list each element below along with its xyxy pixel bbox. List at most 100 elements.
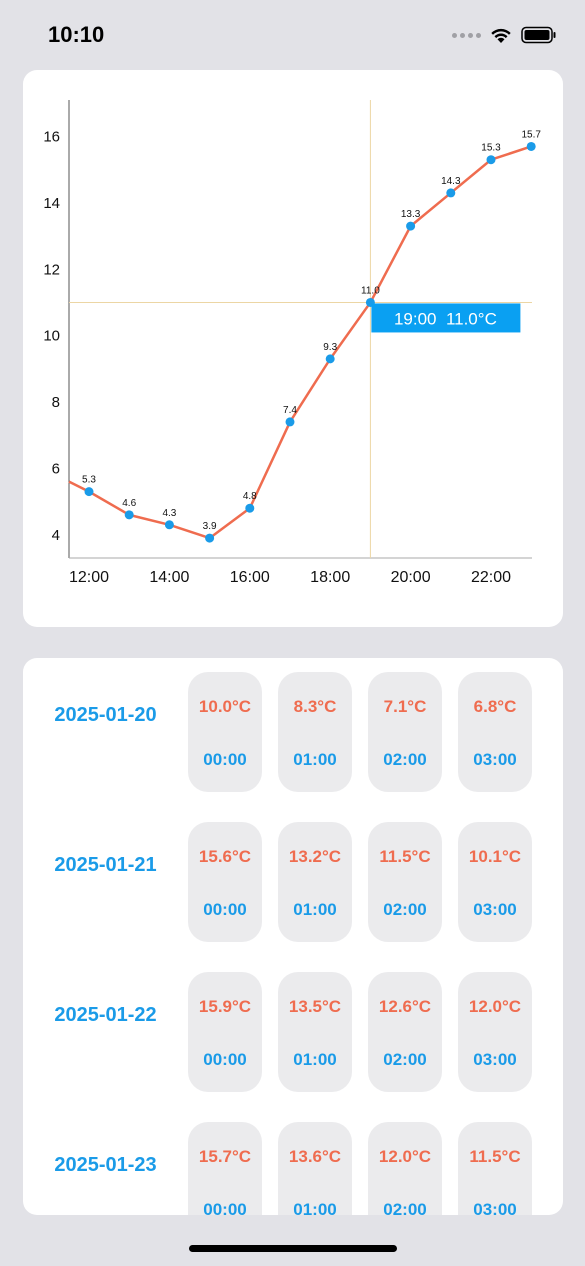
hour-time: 00:00: [188, 750, 262, 770]
forecast-day-row: 2025-01-21 15.6°C 00:00 13.2°C 01:00 11.5°C 02…: [23, 808, 563, 928]
hour-forecast-card[interactable]: 15.6°C 00:00: [188, 822, 262, 942]
crosshair-tooltip-label: 19:00 11.0°C: [394, 309, 497, 328]
status-time: 10:10: [48, 22, 104, 48]
home-indicator[interactable]: [189, 1245, 397, 1252]
battery-icon: [521, 26, 557, 44]
hour-temperature: 13.6°C: [278, 1147, 352, 1167]
y-tick-label: 10: [43, 328, 60, 345]
data-point[interactable]: [326, 354, 335, 363]
y-tick-label: 6: [52, 460, 60, 477]
hour-temperature: 12.6°C: [368, 997, 442, 1017]
hour-forecast-card[interactable]: 13.2°C 01:00: [278, 822, 352, 942]
data-point-label: 4.6: [122, 498, 136, 509]
status-bar: 10:10: [0, 0, 585, 70]
hour-temperature: 13.5°C: [278, 997, 352, 1017]
data-point-label: 15.3: [481, 143, 501, 154]
hour-temperature: 8.3°C: [278, 697, 352, 717]
hour-temperature: 10.0°C: [188, 697, 262, 717]
hour-temperature: 10.1°C: [458, 847, 532, 867]
forecast-day-row: 2025-01-22 15.9°C 00:00 13.5°C 01:00 12.6°C 02…: [23, 958, 563, 1078]
hour-time: 00:00: [188, 1050, 262, 1070]
hour-forecast-card[interactable]: 13.6°C 01:00: [278, 1122, 352, 1215]
data-point-label: 3.9: [203, 521, 217, 532]
hour-temperature: 11.5°C: [458, 1147, 532, 1167]
hour-forecast-card[interactable]: 10.0°C 00:00: [188, 672, 262, 792]
hour-temperature: 13.2°C: [278, 847, 352, 867]
hour-forecast-card[interactable]: 6.8°C 03:00: [458, 672, 532, 792]
temperature-line-chart[interactable]: 4 6 8 10 12 14 16 12:00 14:00 16:00 18:00 20:00 22:0…: [23, 70, 563, 627]
data-point[interactable]: [487, 155, 496, 164]
hour-temperature: 6.8°C: [458, 697, 532, 717]
hour-time: 01:00: [278, 750, 352, 770]
hour-temperature: 12.0°C: [368, 1147, 442, 1167]
hour-forecast-card[interactable]: 13.5°C 01:00: [278, 972, 352, 1092]
hour-forecast-card[interactable]: 8.3°C 01:00: [278, 672, 352, 792]
y-tick-label: 12: [43, 261, 60, 278]
data-point[interactable]: [286, 417, 295, 426]
hour-forecast-card[interactable]: 12.0°C 03:00: [458, 972, 532, 1092]
data-point[interactable]: [205, 534, 214, 543]
hour-time: 03:00: [458, 750, 532, 770]
hour-forecast-card[interactable]: 10.1°C 03:00: [458, 822, 532, 942]
forecast-day-row: 2025-01-23 15.7°C 00:00 13.6°C 01:00 12.0°C 02…: [23, 1108, 563, 1215]
x-tick-label: 18:00: [310, 569, 350, 586]
forecast-date: 2025-01-20: [23, 704, 188, 727]
x-tick-label: 22:00: [471, 569, 511, 586]
data-point-label: 13.3: [401, 209, 421, 220]
data-point[interactable]: [406, 222, 415, 231]
hour-temperature: 15.9°C: [188, 997, 262, 1017]
forecast-date: 2025-01-21: [23, 854, 188, 877]
hour-forecast-card[interactable]: 15.7°C 00:00: [188, 1122, 262, 1215]
forecast-list-card[interactable]: 2025-01-20 10.0°C 00:00 8.3°C 01:00 7.1°C 02:0…: [23, 658, 563, 1215]
x-tick-label: 20:00: [391, 569, 431, 586]
temperature-chart-card: 4 6 8 10 12 14 16 12:00 14:00 16:00 18:00 20:00 22:0…: [23, 70, 563, 627]
data-point[interactable]: [446, 188, 455, 197]
x-tick-label: 14:00: [149, 569, 189, 586]
hour-temperature: 11.5°C: [368, 847, 442, 867]
y-tick-label: 4: [52, 527, 60, 544]
y-tick-label: 8: [52, 394, 60, 411]
hour-time: 03:00: [458, 1050, 532, 1070]
data-point-label: 7.4: [283, 405, 297, 416]
hour-forecast-card[interactable]: 12.0°C 02:00: [368, 1122, 442, 1215]
temperature-series-line: [69, 146, 531, 538]
hour-temperature: 15.7°C: [188, 1147, 262, 1167]
forecast-day-row: 2025-01-20 10.0°C 00:00 8.3°C 01:00 7.1°C 02:0…: [23, 658, 563, 778]
hour-forecast-card[interactable]: 12.6°C 02:00: [368, 972, 442, 1092]
data-point[interactable]: [125, 510, 134, 519]
hour-time: 02:00: [368, 1200, 442, 1215]
data-point-label: 5.3: [82, 475, 96, 486]
data-point[interactable]: [85, 487, 94, 496]
y-tick-label: 14: [43, 195, 60, 212]
hour-temperature: 15.6°C: [188, 847, 262, 867]
data-point-label: 14.3: [441, 176, 461, 187]
data-point[interactable]: [245, 504, 254, 513]
hour-time: 02:00: [368, 750, 442, 770]
forecast-date: 2025-01-22: [23, 1004, 188, 1027]
x-tick-label: 12:00: [69, 569, 109, 586]
hour-time: 01:00: [278, 1200, 352, 1215]
data-point-label: 4.8: [243, 491, 257, 502]
hour-forecast-card[interactable]: 15.9°C 00:00: [188, 972, 262, 1092]
hour-time: 00:00: [188, 900, 262, 920]
data-point-label: 11.0: [361, 285, 380, 296]
hour-time: 01:00: [278, 900, 352, 920]
forecast-date: 2025-01-23: [23, 1154, 188, 1177]
hour-time: 02:00: [368, 1050, 442, 1070]
hour-temperature: 12.0°C: [458, 997, 532, 1017]
hour-forecast-card[interactable]: 11.5°C 03:00: [458, 1122, 532, 1215]
signal-dots-icon: [452, 33, 481, 38]
hour-time: 00:00: [188, 1200, 262, 1215]
data-point[interactable]: [527, 142, 536, 151]
y-tick-label: 16: [43, 129, 60, 146]
hour-time: 01:00: [278, 1050, 352, 1070]
hour-time: 03:00: [458, 900, 532, 920]
data-point[interactable]: [165, 520, 174, 529]
hour-temperature: 7.1°C: [368, 697, 442, 717]
data-point-label: 15.7: [521, 129, 541, 140]
wifi-icon: [489, 26, 513, 44]
data-point-label: 4.3: [162, 508, 176, 519]
hour-forecast-card[interactable]: 7.1°C 02:00: [368, 672, 442, 792]
hour-forecast-card[interactable]: 11.5°C 02:00: [368, 822, 442, 942]
x-tick-label: 16:00: [230, 569, 270, 586]
